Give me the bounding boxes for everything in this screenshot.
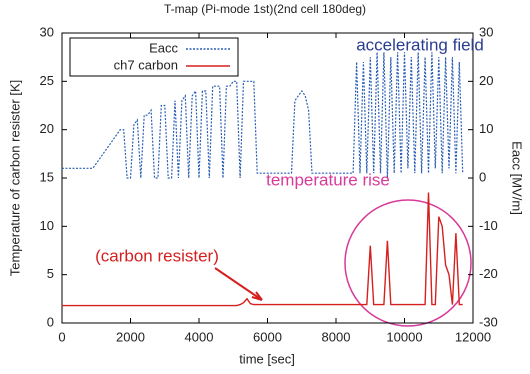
series-line <box>62 192 463 307</box>
x-tick-label: 8000 <box>322 329 351 344</box>
legend-box <box>69 37 239 77</box>
y2-tick-label: 10 <box>479 121 493 136</box>
x-tick-label: 10000 <box>386 329 422 344</box>
y-tick-label: 15 <box>40 169 54 184</box>
x-tick-label: 0 <box>58 329 65 344</box>
y2-tick-label: 0 <box>479 169 486 184</box>
y-axis-label: Temperature of carbon resister [K] <box>7 80 22 277</box>
y-tick-label: 10 <box>40 218 54 233</box>
legend-label: ch7 carbon <box>114 57 178 72</box>
y-tick-label: 0 <box>47 314 54 329</box>
y2-tick-label: -30 <box>479 314 498 329</box>
annotation: (carbon resister) <box>95 246 219 265</box>
y2-tick-label: 20 <box>479 73 493 88</box>
highlight-circle <box>344 199 472 327</box>
chart-title: T-map (Pi-mode 1st)(2nd cell 180deg) <box>164 2 366 16</box>
x-axis-label: time [sec] <box>239 351 295 366</box>
annotation: temperature rise <box>266 170 390 189</box>
arrow <box>214 267 263 301</box>
x-tick-label: 4000 <box>185 329 214 344</box>
y-tick-label: 5 <box>47 266 54 281</box>
y2-tick-label: -20 <box>479 266 498 281</box>
y2-tick-label: -10 <box>479 218 498 233</box>
x-tick-label: 12000 <box>455 329 491 344</box>
y2-tick-label: 30 <box>479 24 493 39</box>
x-tick-label: 2000 <box>116 329 145 344</box>
y-tick-label: 30 <box>40 24 54 39</box>
y-tick-label: 20 <box>40 121 54 136</box>
legend-label: Eacc <box>149 40 178 55</box>
annotation: accelerating field <box>356 35 484 54</box>
x-tick-label: 6000 <box>253 329 282 344</box>
y-tick-label: 25 <box>40 73 54 88</box>
y2-axis-label: Eacc [MV/m] <box>510 141 525 215</box>
